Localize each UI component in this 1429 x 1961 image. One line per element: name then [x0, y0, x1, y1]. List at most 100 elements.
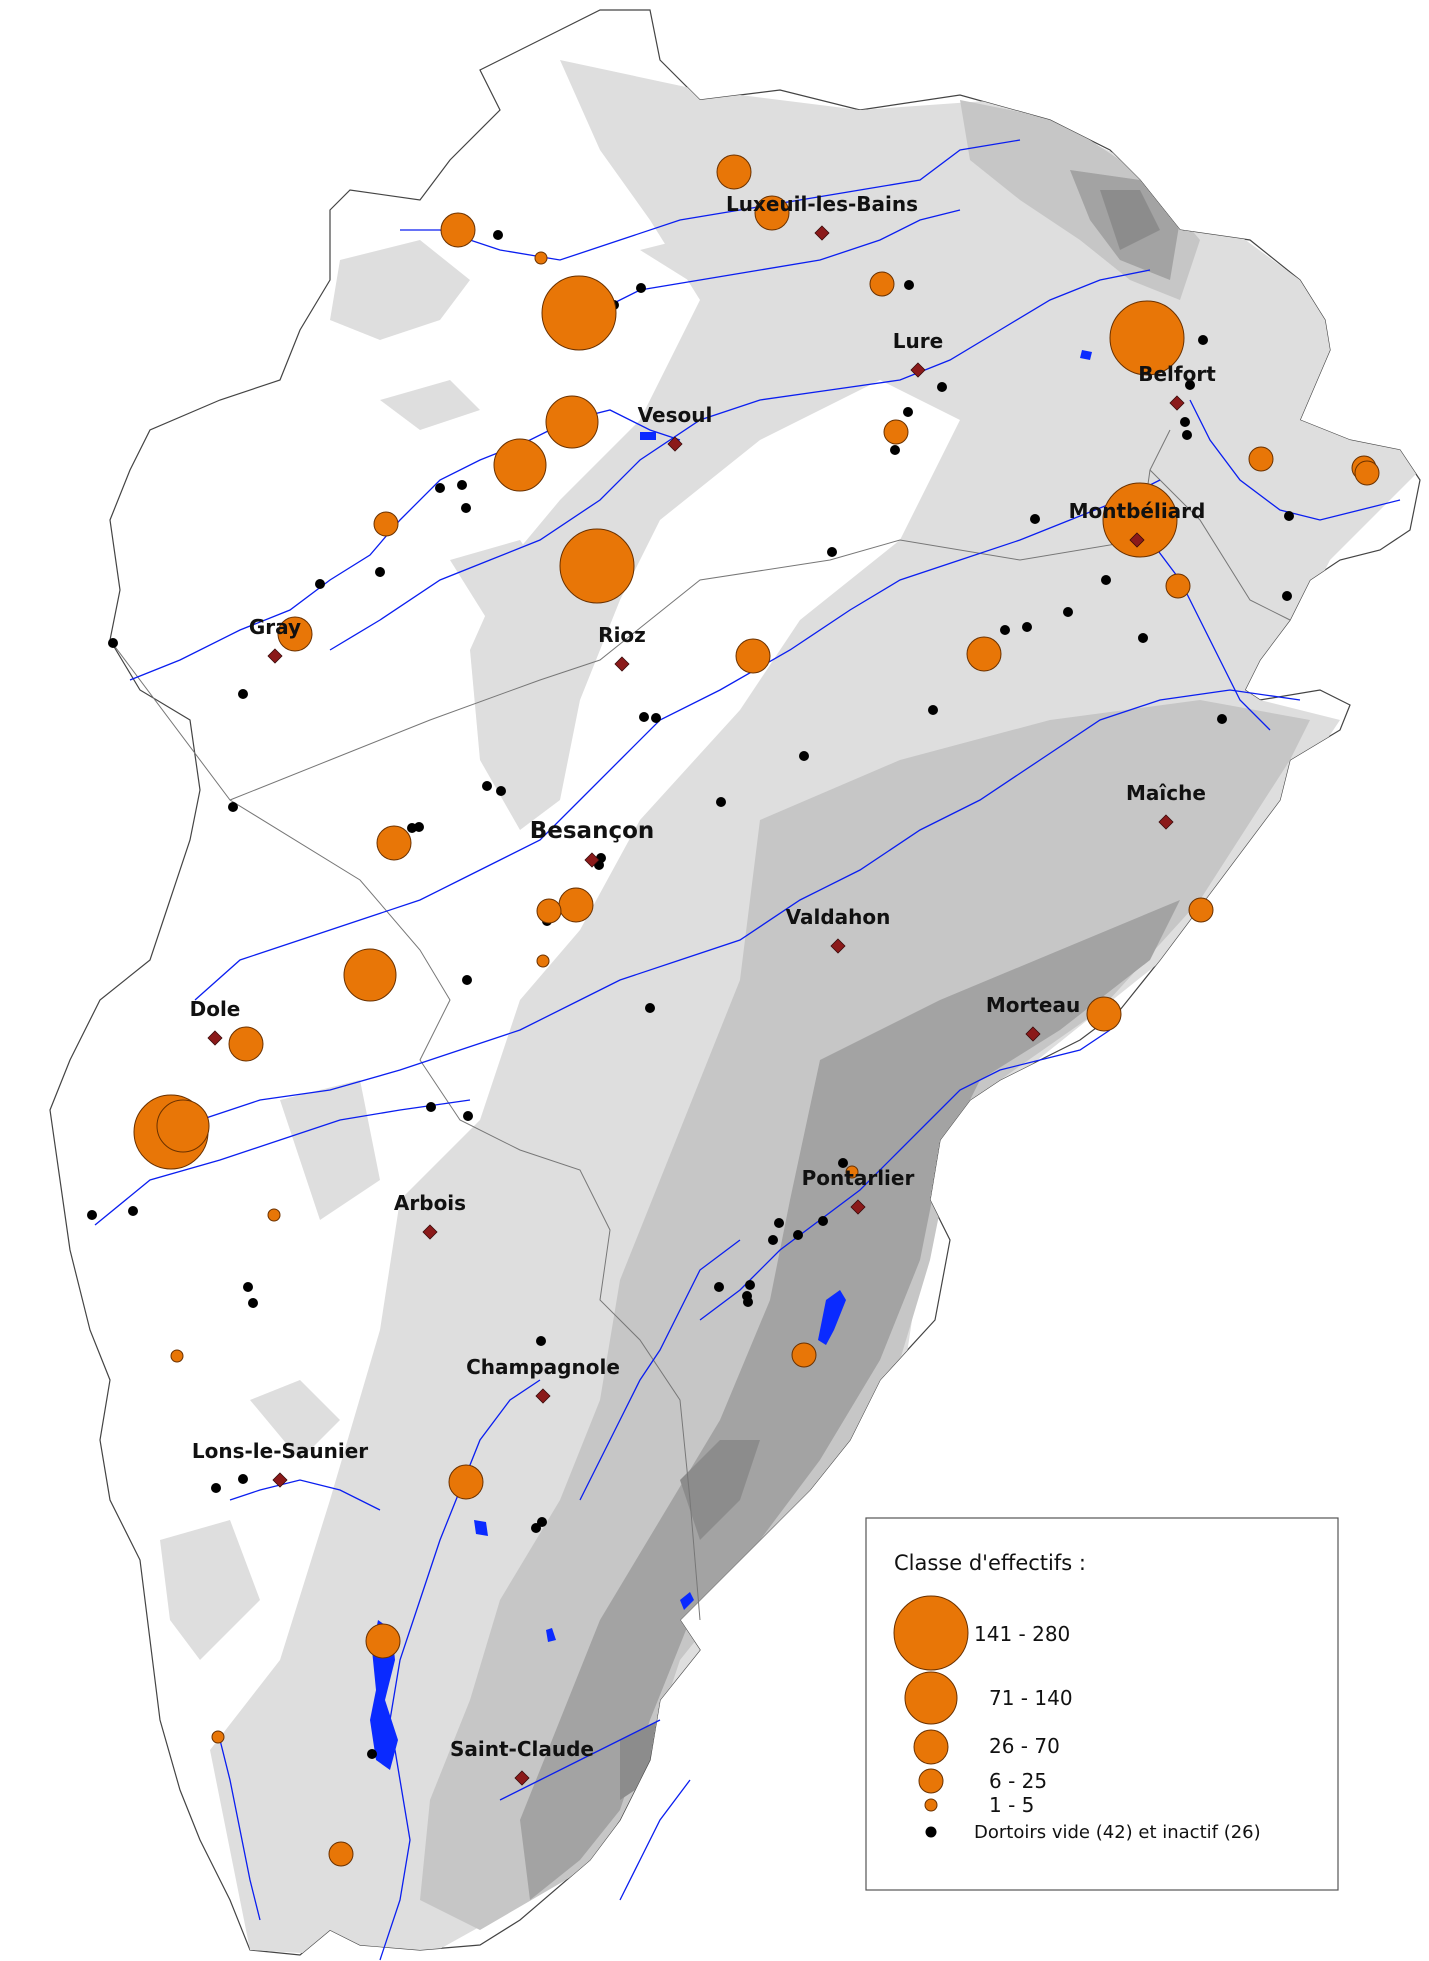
roost-circle-class-1	[1109, 300, 1185, 376]
city-label: Montbéliard	[1069, 499, 1206, 523]
roost-circle-class-3	[754, 195, 790, 231]
city-label: Arbois	[394, 1191, 466, 1215]
roost-circle-class-3	[1086, 996, 1122, 1032]
roost-circle-class-2	[493, 438, 547, 492]
empty-roost-dot	[375, 567, 385, 577]
legend-symbol-class-1	[893, 1595, 969, 1671]
empty-roost-dot	[745, 1280, 755, 1290]
empty-roost-dot	[799, 751, 809, 761]
roost-circle-class-1	[1102, 482, 1178, 558]
roost-circle-class-3	[228, 1026, 264, 1062]
roost-circle-class-3	[277, 616, 313, 652]
empty-roost-dot	[904, 280, 914, 290]
empty-roost-dot	[639, 712, 649, 722]
legend-label-class-2: 71 - 140	[989, 1686, 1073, 1710]
roost-circle-class-2	[343, 948, 397, 1002]
roost-circle-class-2	[545, 395, 599, 449]
city-marker	[584, 852, 600, 868]
rivers	[94, 139, 1401, 1961]
city-label: Maîche	[1126, 781, 1206, 805]
roost-circle-class-3	[558, 887, 594, 923]
city-marker	[1129, 532, 1145, 548]
roost-circle-class-3	[735, 638, 771, 674]
empty-roost-dot	[211, 1483, 221, 1493]
city-marker	[814, 225, 830, 241]
empty-roost-dot	[1138, 633, 1148, 643]
empty-roost-dot	[238, 1474, 248, 1484]
city-label: Besançon	[530, 818, 655, 844]
roost-circle-class-1	[541, 275, 617, 351]
roost-circle-class-3	[365, 1623, 401, 1659]
empty-roost-dot	[463, 1111, 473, 1121]
empty-roost-dot	[1217, 714, 1227, 724]
empty-roost-dot	[461, 503, 471, 513]
empty-roost-dot	[903, 407, 913, 417]
roost-circle-class-3	[440, 212, 476, 248]
city-label: Rioz	[598, 623, 646, 647]
roost-circle-class-4	[1354, 460, 1380, 486]
lakes	[370, 350, 1092, 1770]
roost-circle-class-3	[448, 1464, 484, 1500]
legend-symbol-class-5	[924, 1798, 938, 1812]
roost-circle-class-5	[211, 1730, 225, 1744]
legend-label-class-1: 141 - 280	[974, 1622, 1070, 1646]
empty-roost-dot	[367, 1749, 377, 1759]
legend-symbol-class-2	[904, 1671, 958, 1725]
empty-roost-dot	[531, 1523, 541, 1533]
empty-roost-dot	[768, 1235, 778, 1245]
empty-roost-dot	[827, 547, 837, 557]
roost-circle-class-5	[267, 1208, 281, 1222]
empty-roost-dot	[108, 638, 118, 648]
empty-roost-dot	[793, 1230, 803, 1240]
city-label: Luxeuil-les-Bains	[726, 192, 918, 216]
empty-roost-dot	[1030, 514, 1040, 524]
city-marker	[1158, 814, 1174, 830]
empty-roost-dot	[714, 1282, 724, 1292]
empty-roost-dot	[128, 1206, 138, 1216]
roost-circle-class-2	[156, 1099, 210, 1153]
empty-roost-dot	[838, 1158, 848, 1168]
roost-circle-class-3	[966, 636, 1002, 672]
empty-roost-dot	[818, 1216, 828, 1226]
relief-high	[520, 900, 1180, 1900]
empty-roost-dot	[651, 713, 661, 723]
empty-roost-dot	[462, 975, 472, 985]
empty-roost-dot	[315, 579, 325, 589]
roost-circle-class-4	[1188, 897, 1214, 923]
empty-roost-dot	[774, 1218, 784, 1228]
empty-roost-dot	[87, 1210, 97, 1220]
legend-label-empty: Dortoirs vide (42) et inactif (26)	[974, 1822, 1261, 1843]
city-label: Morteau	[986, 993, 1080, 1017]
empty-roost-dot	[743, 1297, 753, 1307]
cities: Luxeuil-les-Bains Lure Vesoul Belfort Montbé…	[190, 192, 1216, 1786]
city-marker	[667, 436, 683, 452]
roost-circle-class-3	[716, 154, 752, 190]
roost-circle-class-4	[536, 898, 562, 924]
empty-roost-dot	[928, 705, 938, 715]
city-marker	[830, 938, 846, 954]
city-label: Dole	[190, 997, 241, 1021]
roost-circle-class-5	[170, 1349, 184, 1363]
roost-circle-class-4	[1248, 446, 1274, 472]
city-label: Champagnole	[466, 1355, 620, 1379]
city-marker	[272, 1472, 288, 1488]
legend-label-class-3: 26 - 70	[989, 1734, 1060, 1758]
roost-circle-class-4	[328, 1841, 354, 1867]
roost-circle-class-3	[376, 825, 412, 861]
empty-roost-dot	[536, 1336, 546, 1346]
city-marker	[422, 1224, 438, 1240]
empty-roost-dot	[1284, 511, 1294, 521]
roost-circle-class-4	[1165, 573, 1191, 599]
city-label: Vesoul	[638, 403, 713, 427]
empty-roost-dot	[1101, 575, 1111, 585]
legend-symbol-empty	[925, 1826, 937, 1838]
empty-roost-dot	[1063, 607, 1073, 617]
empty-roost-dot	[243, 1282, 253, 1292]
legend-symbol-class-3	[913, 1729, 949, 1765]
city-marker	[267, 648, 283, 664]
empty-roost-dot	[1180, 417, 1190, 427]
city-marker	[1169, 395, 1185, 411]
city-label: Pontarlier	[802, 1166, 915, 1190]
city-label: Lons-le-Saunier	[192, 1439, 368, 1463]
